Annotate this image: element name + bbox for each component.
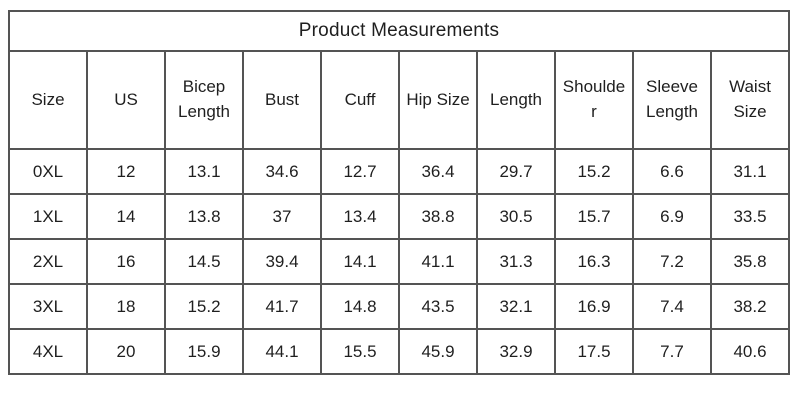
cell-size: 3XL bbox=[8, 283, 88, 330]
cell-waist-size: 33.5 bbox=[710, 193, 790, 240]
table-head: Product Measurements Size US Bicep Lengt… bbox=[8, 10, 790, 150]
cell-cuff: 13.4 bbox=[320, 193, 400, 240]
table-row-3xl: 3XL 18 15.2 41.7 14.8 43.5 32.1 16.9 7.4… bbox=[8, 283, 790, 330]
column-header-bust: Bust bbox=[242, 50, 322, 150]
cell-bicep-length: 15.2 bbox=[164, 283, 244, 330]
table-row-4xl: 4XL 20 15.9 44.1 15.5 45.9 32.9 17.5 7.7… bbox=[8, 328, 790, 375]
column-header-us: US bbox=[86, 50, 166, 150]
column-header-cuff: Cuff bbox=[320, 50, 400, 150]
column-header-size: Size bbox=[8, 50, 88, 150]
cell-waist-size: 31.1 bbox=[710, 148, 790, 195]
cell-sleeve-length: 7.2 bbox=[632, 238, 712, 285]
cell-bust: 34.6 bbox=[242, 148, 322, 195]
column-header-length: Length bbox=[476, 50, 556, 150]
cell-hip-size: 38.8 bbox=[398, 193, 478, 240]
cell-bicep-length: 13.1 bbox=[164, 148, 244, 195]
column-header-shoulder: Shoulder bbox=[554, 50, 634, 150]
cell-bust: 44.1 bbox=[242, 328, 322, 375]
cell-shoulder: 17.5 bbox=[554, 328, 634, 375]
table-row-2xl: 2XL 16 14.5 39.4 14.1 41.1 31.3 16.3 7.2… bbox=[8, 238, 790, 285]
cell-bicep-length: 13.8 bbox=[164, 193, 244, 240]
column-header-bicep-length: Bicep Length bbox=[164, 50, 244, 150]
cell-bicep-length: 15.9 bbox=[164, 328, 244, 375]
cell-cuff: 14.1 bbox=[320, 238, 400, 285]
cell-bust: 41.7 bbox=[242, 283, 322, 330]
cell-length: 32.9 bbox=[476, 328, 556, 375]
column-header-sleeve-length: Sleeve Length bbox=[632, 50, 712, 150]
cell-bust: 39.4 bbox=[242, 238, 322, 285]
cell-us: 16 bbox=[86, 238, 166, 285]
cell-hip-size: 45.9 bbox=[398, 328, 478, 375]
column-header-waist-size: Waist Size bbox=[710, 50, 790, 150]
cell-length: 31.3 bbox=[476, 238, 556, 285]
cell-size: 2XL bbox=[8, 238, 88, 285]
cell-hip-size: 43.5 bbox=[398, 283, 478, 330]
cell-size: 1XL bbox=[8, 193, 88, 240]
cell-hip-size: 36.4 bbox=[398, 148, 478, 195]
cell-cuff: 12.7 bbox=[320, 148, 400, 195]
table-title: Product Measurements bbox=[8, 10, 790, 52]
table-row-0xl: 0XL 12 13.1 34.6 12.7 36.4 29.7 15.2 6.6… bbox=[8, 148, 790, 195]
cell-us: 18 bbox=[86, 283, 166, 330]
cell-cuff: 15.5 bbox=[320, 328, 400, 375]
header-row: Size US Bicep Length Bust Cuff Hip Size … bbox=[8, 50, 790, 150]
cell-length: 29.7 bbox=[476, 148, 556, 195]
cell-hip-size: 41.1 bbox=[398, 238, 478, 285]
column-header-hip-size: Hip Size bbox=[398, 50, 478, 150]
title-row: Product Measurements bbox=[8, 10, 790, 52]
cell-bust: 37 bbox=[242, 193, 322, 240]
cell-sleeve-length: 6.6 bbox=[632, 148, 712, 195]
cell-shoulder: 15.7 bbox=[554, 193, 634, 240]
cell-size: 4XL bbox=[8, 328, 88, 375]
cell-waist-size: 38.2 bbox=[710, 283, 790, 330]
cell-us: 12 bbox=[86, 148, 166, 195]
cell-sleeve-length: 7.7 bbox=[632, 328, 712, 375]
cell-shoulder: 16.3 bbox=[554, 238, 634, 285]
cell-length: 30.5 bbox=[476, 193, 556, 240]
cell-bicep-length: 14.5 bbox=[164, 238, 244, 285]
cell-us: 14 bbox=[86, 193, 166, 240]
cell-waist-size: 40.6 bbox=[710, 328, 790, 375]
table-body: 0XL 12 13.1 34.6 12.7 36.4 29.7 15.2 6.6… bbox=[8, 148, 790, 375]
cell-shoulder: 16.9 bbox=[554, 283, 634, 330]
cell-sleeve-length: 6.9 bbox=[632, 193, 712, 240]
cell-waist-size: 35.8 bbox=[710, 238, 790, 285]
cell-size: 0XL bbox=[8, 148, 88, 195]
cell-sleeve-length: 7.4 bbox=[632, 283, 712, 330]
table-row-1xl: 1XL 14 13.8 37 13.4 38.8 30.5 15.7 6.9 3… bbox=[8, 193, 790, 240]
cell-length: 32.1 bbox=[476, 283, 556, 330]
product-measurements-table: Product Measurements Size US Bicep Lengt… bbox=[8, 10, 790, 375]
cell-us: 20 bbox=[86, 328, 166, 375]
cell-cuff: 14.8 bbox=[320, 283, 400, 330]
cell-shoulder: 15.2 bbox=[554, 148, 634, 195]
